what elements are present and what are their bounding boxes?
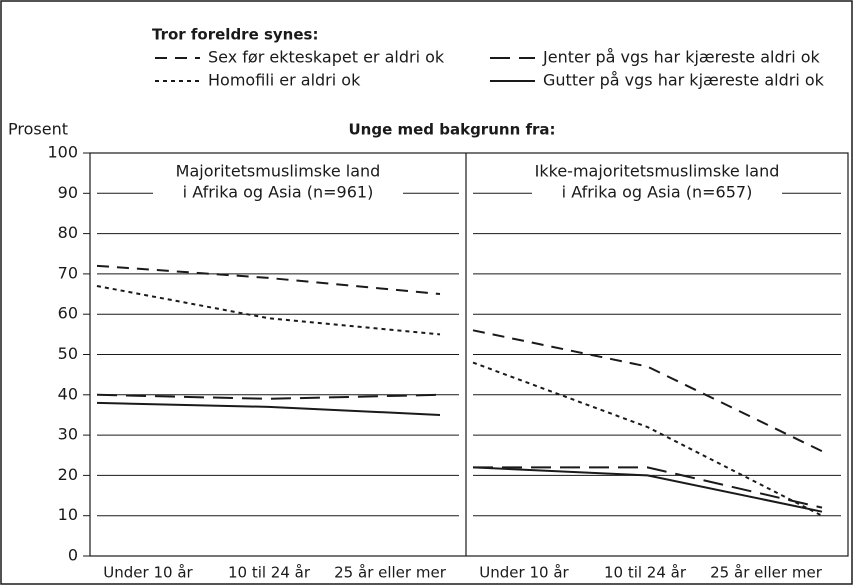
x-tick-label: 10 til 24 år	[604, 564, 687, 582]
y-tick-label: 70	[58, 263, 78, 282]
x-tick-label: Under 10 år	[103, 564, 193, 582]
y-tick-label: 0	[68, 546, 78, 565]
series-line	[472, 361, 823, 517]
y-tick-label: 30	[58, 425, 78, 444]
legend-label: Jenter på vgs har kjæreste aldri ok	[542, 48, 821, 67]
legend-label: Homofili er aldri ok	[208, 71, 361, 90]
y-axis-label: Prosent	[8, 120, 68, 139]
chart-title: Unge med bakgrunn fra:	[348, 121, 555, 139]
panel-title-bg	[153, 160, 403, 206]
x-tick-label: 25 år eller mer	[710, 564, 823, 582]
y-tick-label: 10	[58, 505, 78, 524]
panel-title: Majoritetsmuslimske land	[176, 162, 381, 181]
y-tick-label: 40	[58, 384, 78, 403]
y-tick-label: 100	[47, 143, 78, 162]
series-line	[472, 329, 823, 453]
panel-title-bg	[532, 160, 782, 206]
series-line	[96, 264, 441, 296]
y-tick-label: 90	[58, 183, 78, 202]
series-line	[472, 466, 823, 513]
series-line	[473, 466, 823, 509]
x-tick-label: 10 til 24 år	[228, 564, 311, 582]
panel-title: Ikke-majoritetsmuslimske land	[535, 162, 780, 181]
y-tick-label: 50	[58, 344, 78, 363]
x-tick-label: Under 10 år	[479, 564, 569, 582]
series-line	[96, 401, 441, 416]
plot-area	[89, 152, 849, 557]
series-line	[96, 393, 441, 400]
legend-title: Tror foreldre synes:	[152, 26, 318, 44]
y-tick-label: 60	[58, 304, 78, 323]
legend-label: Sex før ekteskapet er aldri ok	[208, 48, 445, 67]
x-tick-label: 25 år eller mer	[334, 564, 447, 582]
panel-title: i Afrika og Asia (n=961)	[183, 183, 374, 202]
legend-label: Gutter på vgs har kjæreste aldri ok	[543, 71, 825, 90]
y-tick-label: 20	[58, 465, 78, 484]
series-line	[96, 285, 441, 336]
y-tick-label: 80	[58, 223, 78, 242]
panel-title: i Afrika og Asia (n=657)	[562, 183, 753, 202]
